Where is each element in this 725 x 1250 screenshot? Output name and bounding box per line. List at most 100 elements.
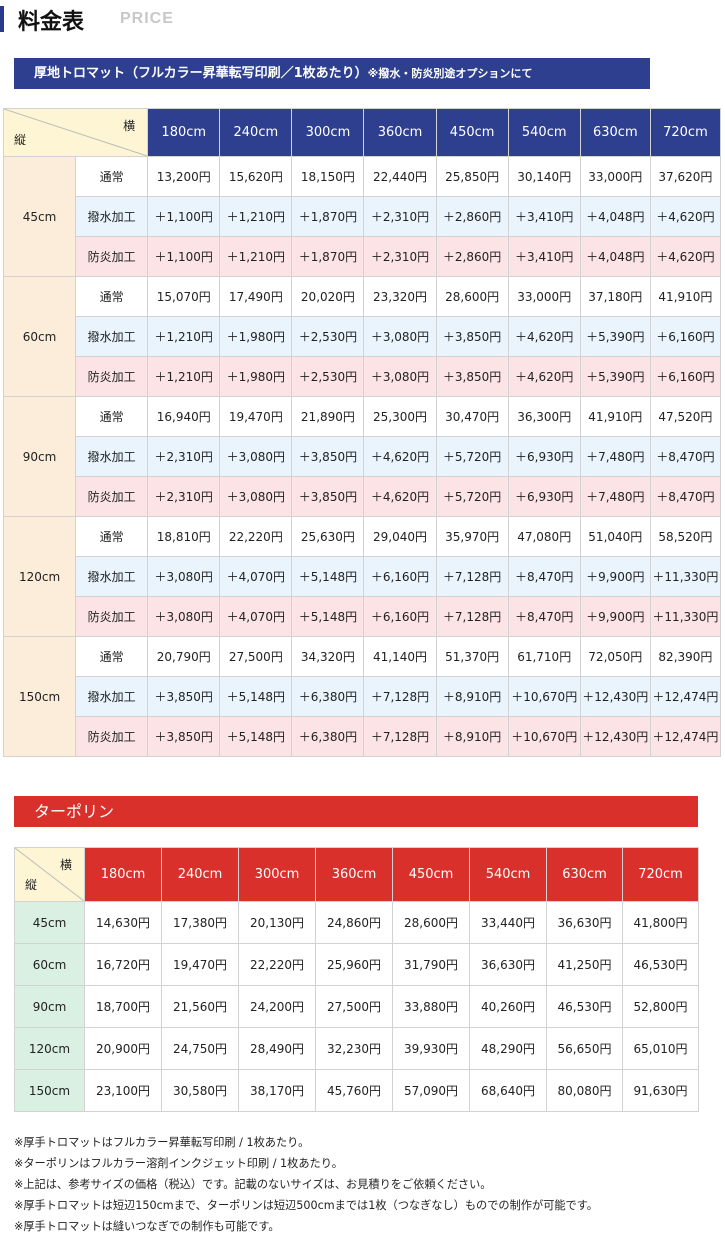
price-cell: 15,620円 xyxy=(219,156,293,197)
column-header: 450cm xyxy=(392,847,470,902)
price-cell: 15,070円 xyxy=(147,276,221,317)
page-header: 料金表 PRICE xyxy=(0,0,725,40)
price-cell: ＋8,470円 xyxy=(649,436,722,477)
price-cell: ＋8,910円 xyxy=(435,716,509,757)
table-row: 60cm 通常 15,070円 17,490円 20,020円 23,320円 28,600… xyxy=(2,276,722,397)
price-cell: 48,290円 xyxy=(469,1027,547,1070)
price-cell: ＋6,380円 xyxy=(291,716,365,757)
price-cell: ＋12,430円 xyxy=(579,676,651,717)
row-type-label: 通常 xyxy=(75,276,149,317)
price-cell: 17,490円 xyxy=(219,276,293,317)
price-cell: ＋3,080円 xyxy=(219,476,293,517)
price-cell: ＋7,128円 xyxy=(435,556,509,597)
price-cell: ＋11,330円 xyxy=(649,596,722,637)
price-cell: 32,230円 xyxy=(315,1027,393,1070)
page-title: 料金表 xyxy=(18,10,85,35)
section-banner-tromat: 厚地トロマット（フルカラー昇華転写印刷／1枚あたり）※撥水・防炎別途オプションに… xyxy=(14,58,650,89)
price-cell: 30,140円 xyxy=(507,156,581,197)
price-cell: 16,940円 xyxy=(147,396,221,437)
price-cell: ＋1,210円 xyxy=(147,316,221,357)
price-cell: 25,630円 xyxy=(291,516,365,557)
row-type-label: 防炎加工 xyxy=(75,476,149,517)
page-subtitle: PRICE xyxy=(120,10,174,27)
table-row: 撥水加工 ＋2,310円 ＋3,080円 ＋3,850円 ＋4,620円 ＋5,720円＋… xyxy=(4,436,722,477)
price-cell: ＋2,310円 xyxy=(147,476,221,517)
row-type-label: 撥水加工 xyxy=(75,196,149,237)
price-cell: ＋1,210円 xyxy=(219,236,293,277)
price-cell: ＋1,870円 xyxy=(291,196,365,237)
price-cell: ＋2,860円 xyxy=(435,236,509,277)
corner-label-height: 縦 xyxy=(14,133,27,147)
price-cell: 36,300円 xyxy=(507,396,581,437)
column-header: 240cm xyxy=(161,847,239,902)
price-cell: ＋6,380円 xyxy=(291,676,365,717)
table-row: 防炎加工 ＋1,210円 ＋1,980円 ＋2,530円 ＋3,080円 ＋3,850円＋… xyxy=(4,356,722,397)
price-cell: ＋10,670円 xyxy=(507,716,581,757)
price-cell: 56,650円 xyxy=(546,1027,623,1070)
row-header-height: 45cm xyxy=(2,156,77,277)
price-cell: ＋8,910円 xyxy=(435,676,509,717)
price-cell: ＋7,480円 xyxy=(579,436,651,477)
price-cell: 20,130円 xyxy=(238,901,316,944)
row-header-height: 45cm xyxy=(14,901,85,944)
price-cell: 41,140円 xyxy=(363,636,437,677)
price-cell: ＋3,850円 xyxy=(147,676,221,717)
price-cell: 41,250円 xyxy=(546,943,623,986)
corner-label-width: 横 xyxy=(123,119,136,133)
price-table-tromat: 横縦 180cm 240cm 300cm 360cm 450cm 540cm 630cm 720… xyxy=(2,108,722,757)
price-cell: 18,150円 xyxy=(291,156,365,197)
price-cell: ＋3,080円 xyxy=(147,596,221,637)
price-cell: ＋1,210円 xyxy=(219,196,293,237)
price-cell: 20,020円 xyxy=(291,276,365,317)
table-row: 150cm 通常 20,790円 27,500円 34,320円 41,140円 51,37… xyxy=(2,636,722,757)
price-cell: 21,560円 xyxy=(161,985,239,1028)
table-row: 60cm 16,720円 19,470円 22,220円 25,960円 31,790円 3… xyxy=(14,943,699,986)
price-cell: ＋6,930円 xyxy=(507,436,581,477)
price-cell: ＋2,310円 xyxy=(363,236,437,277)
price-cell: 30,580円 xyxy=(161,1069,239,1112)
price-cell: ＋11,330円 xyxy=(649,556,722,597)
price-cell: ＋6,160円 xyxy=(363,596,437,637)
price-cell: ＋3,850円 xyxy=(147,716,221,757)
price-cell: ＋4,620円 xyxy=(363,436,437,477)
price-cell: ＋5,720円 xyxy=(435,476,509,517)
note-line: ※厚手トロマットは縫いつなぎでの制作も可能です。 xyxy=(14,1220,280,1233)
column-header: 240cm xyxy=(219,108,293,157)
table-header-row: 横縦 180cm 240cm 300cm 360cm 450cm 540cm 630cm 720… xyxy=(14,847,699,902)
column-header: 540cm xyxy=(507,108,581,157)
price-cell: ＋4,070円 xyxy=(219,596,293,637)
price-cell: 46,530円 xyxy=(622,943,699,986)
price-cell: ＋7,480円 xyxy=(579,476,651,517)
column-header: 180cm xyxy=(147,108,221,157)
price-cell: ＋4,048円 xyxy=(579,236,651,277)
price-cell: ＋4,620円 xyxy=(649,236,722,277)
diagonal-line xyxy=(15,848,84,901)
price-cell: ＋5,148円 xyxy=(291,596,365,637)
price-cell: ＋10,670円 xyxy=(507,676,581,717)
price-cell: 24,860円 xyxy=(315,901,393,944)
table-corner-cell: 横縦 xyxy=(14,847,85,902)
column-header: 720cm xyxy=(622,847,699,902)
price-cell: 29,040円 xyxy=(363,516,437,557)
price-cell: ＋1,100円 xyxy=(147,236,221,277)
price-cell: 25,960円 xyxy=(315,943,393,986)
row-type-label: 通常 xyxy=(75,636,149,677)
price-cell: 33,440円 xyxy=(469,901,547,944)
price-cell: ＋4,070円 xyxy=(219,556,293,597)
price-cell: 46,530円 xyxy=(546,985,623,1028)
price-cell: 47,520円 xyxy=(649,396,722,437)
price-cell: 47,080円 xyxy=(507,516,581,557)
row-type-label: 通常 xyxy=(75,516,149,557)
price-cell: ＋2,310円 xyxy=(147,436,221,477)
table-row: 撥水加工 ＋3,850円 ＋5,148円 ＋6,380円 ＋7,128円 ＋8,910円＋… xyxy=(4,676,722,717)
price-cell: 23,100円 xyxy=(84,1069,162,1112)
column-header: 540cm xyxy=(469,847,547,902)
price-cell: 35,970円 xyxy=(435,516,509,557)
price-cell: 22,440円 xyxy=(363,156,437,197)
table-corner-cell: 横縦 xyxy=(2,108,149,157)
price-cell: 41,910円 xyxy=(579,396,651,437)
price-cell: 51,040円 xyxy=(579,516,651,557)
note-line: ※厚手トロマットはフルカラー昇華転写印刷 / 1枚あたり。 xyxy=(14,1136,310,1149)
price-cell: ＋3,850円 xyxy=(291,436,365,477)
price-cell: 18,810円 xyxy=(147,516,221,557)
